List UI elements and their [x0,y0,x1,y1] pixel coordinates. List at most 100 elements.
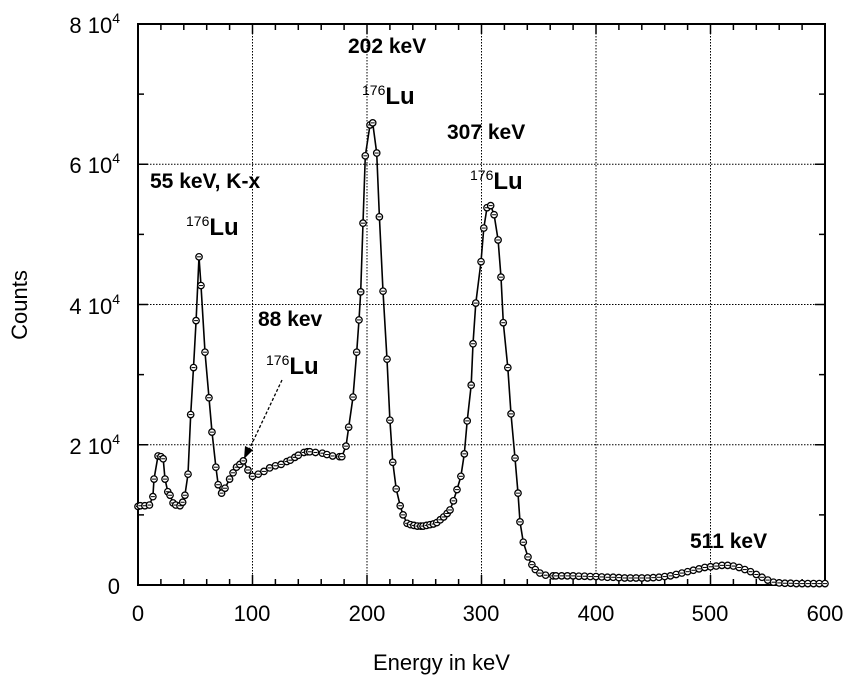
data-point [359,219,367,228]
data-point [352,348,361,357]
data-point [159,454,168,463]
data-point [214,480,222,489]
data-point [208,428,216,436]
data-point [490,210,498,219]
x-axis-label: Energy in keV [373,650,510,675]
annotation-511kev: 511 keV [690,530,768,553]
data-point [821,579,829,588]
data-point [150,475,158,483]
data-point [197,281,205,290]
data-point [311,448,320,457]
data-point [479,224,488,232]
data-point [497,273,505,282]
data-point [446,506,454,514]
annotation-307-isotope: 176Lu [470,167,523,195]
data-point [494,236,502,244]
data-point [597,573,606,581]
data-point [355,316,363,324]
data-point [569,572,577,580]
data-point [467,381,476,389]
data-point [643,574,652,582]
annotation-55-isotope: 176Lu [186,213,239,241]
data-point [379,287,387,296]
data-point [328,452,337,460]
data-point [181,491,189,500]
data-point [649,573,658,582]
x-tick-label-300: 300 [462,601,500,626]
y-tick-label-60000: 6 104 [69,150,120,178]
y-tick-label-80000: 8 104 [69,10,120,38]
data-point [225,475,234,483]
data-point [386,416,394,425]
data-point [457,472,465,481]
data-point [524,553,532,561]
data-point [460,450,469,458]
y-axis-label: Counts [7,270,32,340]
data-point [503,363,512,372]
data-point [516,518,524,526]
data-point [375,212,384,221]
data-point [361,151,370,160]
x-tick-label-100: 100 [233,601,271,626]
data-point [388,458,397,467]
data-point [356,288,365,296]
data-point [161,475,169,483]
data-point [486,201,495,210]
data-point [178,498,187,507]
data-point [349,393,357,401]
data-point [383,355,391,364]
data-point [666,572,675,580]
x-tick-label-0: 0 [131,601,145,626]
x-tick-label-500: 500 [691,601,729,626]
data-point [186,410,195,419]
annotation-88-isotope: 176Lu [266,352,319,380]
data-point [195,252,203,261]
annotation-88kev: 88 kev [258,308,323,331]
data-point [192,316,200,325]
data-point [205,393,213,402]
annotation-202-isotope: 176Lu [362,82,415,110]
data-point [519,538,528,547]
annotation-307kev: 307 keV [447,121,526,144]
data-point [399,511,407,519]
data-point [463,417,472,425]
annotation-arrow-line [247,379,283,453]
data-point [323,450,331,459]
data-point [396,501,405,510]
data-point [344,423,353,432]
data-point [184,470,192,479]
y-tick-label-20000: 2 104 [69,431,120,459]
data-point [541,571,550,580]
data-point [469,339,477,348]
data-point [477,257,485,266]
data-point [752,570,761,579]
data-point [337,452,346,461]
data-point [166,491,174,500]
x-tick-label-200: 200 [348,601,386,626]
data-point [221,484,229,493]
data-point [449,496,458,505]
data-point [368,119,377,127]
data-point [499,318,508,327]
data-point [514,489,522,497]
data-point [392,485,401,493]
data-point [260,467,268,476]
x-tick-label-400: 400 [577,601,615,626]
data-point [507,410,515,418]
data-point [145,501,154,509]
data-point [552,572,560,580]
data-point [248,472,257,481]
x-tick-label-600: 600 [806,601,844,626]
annotation-55kev: 55 keV, K-x [150,170,261,193]
data-point [229,468,237,477]
data-point [149,492,157,501]
data-point [471,299,480,307]
data-point [781,579,789,588]
data-point [212,463,220,472]
data-point [201,348,209,357]
data-point [239,457,248,465]
annotation-arrow-head-icon [244,446,253,459]
data-point [342,442,350,451]
y-tick-label-40000: 4 104 [69,291,120,319]
